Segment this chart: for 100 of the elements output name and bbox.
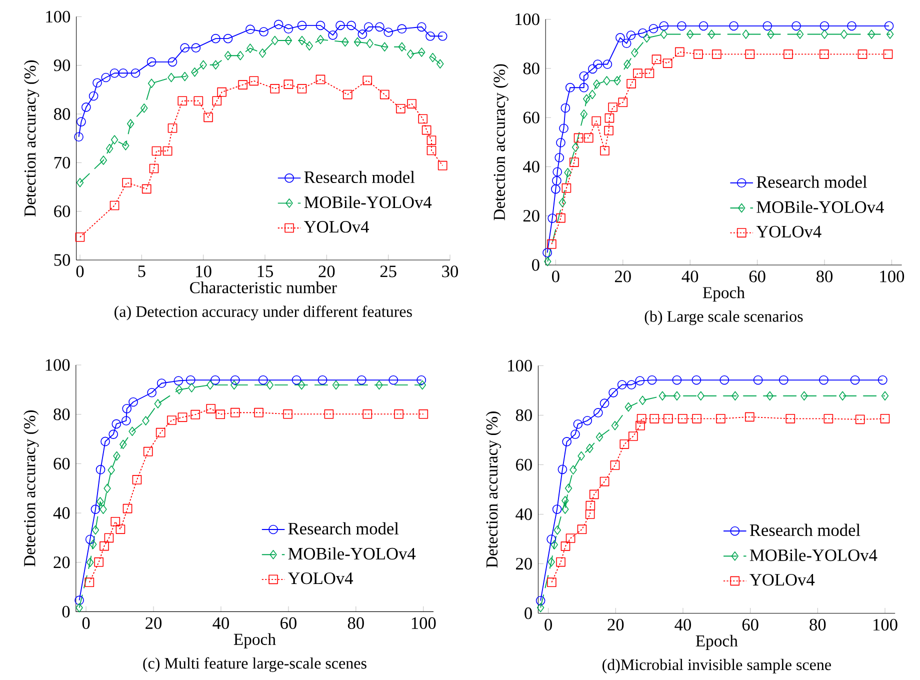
point	[438, 31, 448, 41]
point	[86, 558, 94, 568]
point	[381, 42, 388, 52]
point	[542, 248, 552, 258]
point	[384, 28, 393, 37]
point	[106, 144, 114, 154]
point	[210, 375, 220, 385]
point	[292, 375, 302, 385]
point	[120, 440, 127, 450]
point	[112, 419, 122, 429]
y-axis-title: Detection accuracy (%)	[493, 64, 508, 220]
point	[762, 21, 772, 31]
point	[536, 596, 546, 606]
point	[796, 30, 804, 39]
legend-label: Research model	[304, 170, 415, 184]
point	[191, 67, 198, 77]
point	[223, 34, 233, 44]
point	[652, 54, 662, 64]
point	[583, 94, 590, 104]
point	[554, 525, 561, 535]
point	[677, 21, 686, 31]
point	[426, 31, 435, 41]
point	[258, 48, 266, 58]
point	[884, 21, 894, 31]
legend-label: MOBile-YOLOv4	[756, 200, 884, 213]
point	[118, 68, 128, 78]
x-axis-title: Epoch	[234, 633, 276, 648]
y-tick-label: 80	[54, 108, 70, 120]
x-tick-label: 20	[608, 618, 624, 631]
point	[356, 375, 366, 385]
point	[142, 184, 152, 194]
point	[600, 476, 610, 486]
point	[154, 399, 162, 408]
x-axis-title: Epoch	[702, 286, 745, 302]
point	[342, 37, 349, 47]
point	[176, 384, 183, 394]
point	[588, 64, 598, 74]
point	[110, 200, 120, 210]
point	[644, 68, 654, 78]
point	[143, 446, 153, 456]
point	[149, 164, 159, 174]
point	[616, 33, 625, 42]
point	[332, 380, 340, 390]
point	[362, 76, 372, 86]
point	[881, 391, 889, 401]
x-tick-label: 60	[749, 270, 766, 282]
y-tick-label: 20	[516, 558, 532, 570]
point	[108, 430, 118, 439]
point	[614, 76, 621, 86]
y-axis-title: Detection accuracy (%)	[486, 412, 502, 568]
legend-label: MOBile-YOLOv4	[288, 547, 416, 560]
point	[152, 146, 162, 156]
point	[148, 78, 156, 88]
point	[200, 60, 207, 70]
point	[181, 72, 188, 82]
point	[556, 557, 566, 567]
x-tick-label: 0	[544, 618, 552, 631]
point	[729, 21, 738, 31]
point	[610, 460, 620, 470]
point	[589, 490, 599, 500]
y-tick-label: 80	[523, 62, 540, 74]
point	[886, 30, 894, 39]
point	[603, 76, 610, 86]
point	[238, 80, 248, 90]
point	[82, 102, 91, 112]
point	[362, 409, 372, 419]
x-tick-label: 40	[682, 270, 698, 282]
point	[744, 412, 754, 422]
y-tick-label: 60	[54, 205, 70, 218]
point	[620, 440, 630, 449]
point	[868, 30, 876, 39]
point	[316, 20, 326, 30]
point	[608, 102, 618, 112]
point	[416, 22, 426, 32]
point	[778, 375, 788, 385]
point	[284, 80, 294, 89]
point	[574, 133, 584, 143]
point	[271, 36, 278, 46]
point	[650, 414, 660, 424]
point	[766, 391, 774, 401]
point	[101, 72, 111, 82]
point	[550, 540, 558, 550]
point	[753, 375, 763, 385]
point	[635, 376, 645, 386]
point	[786, 414, 796, 424]
point	[767, 30, 774, 39]
point	[92, 525, 100, 535]
point	[297, 84, 307, 94]
point	[548, 557, 555, 567]
point	[618, 98, 628, 108]
point	[858, 50, 868, 59]
point	[284, 36, 292, 46]
point	[212, 96, 222, 106]
point	[604, 113, 614, 123]
x-tick-label: 0	[76, 266, 84, 278]
point	[283, 409, 292, 419]
x-tick-label: 0	[82, 617, 90, 629]
point	[745, 50, 755, 59]
point	[254, 408, 264, 418]
x-tick-label: 100	[874, 618, 898, 631]
